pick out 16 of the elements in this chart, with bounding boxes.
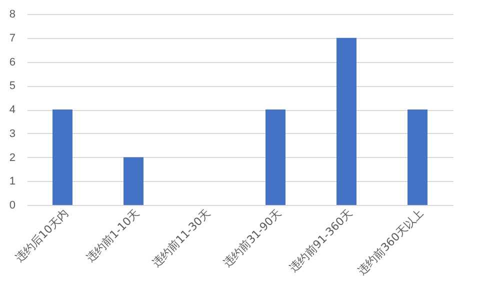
y-tick-label: 4 xyxy=(9,104,16,116)
bar xyxy=(266,110,286,205)
bar xyxy=(124,157,144,205)
y-tick-label: 1 xyxy=(9,176,16,188)
bar xyxy=(408,110,428,205)
y-tick-label: 8 xyxy=(9,8,16,20)
y-tick-label: 0 xyxy=(9,200,16,212)
y-tick-label: 3 xyxy=(9,128,16,140)
x-tick-label: 违约前360天以上 xyxy=(355,206,426,278)
x-tick-label: 违约后10天内 xyxy=(13,206,71,265)
bar xyxy=(52,110,72,205)
y-tick-label: 6 xyxy=(9,56,16,68)
y-tick-label: 5 xyxy=(9,80,16,92)
y-tick-label: 7 xyxy=(9,32,16,44)
y-tick-label: 2 xyxy=(9,152,16,164)
bar xyxy=(336,38,356,205)
